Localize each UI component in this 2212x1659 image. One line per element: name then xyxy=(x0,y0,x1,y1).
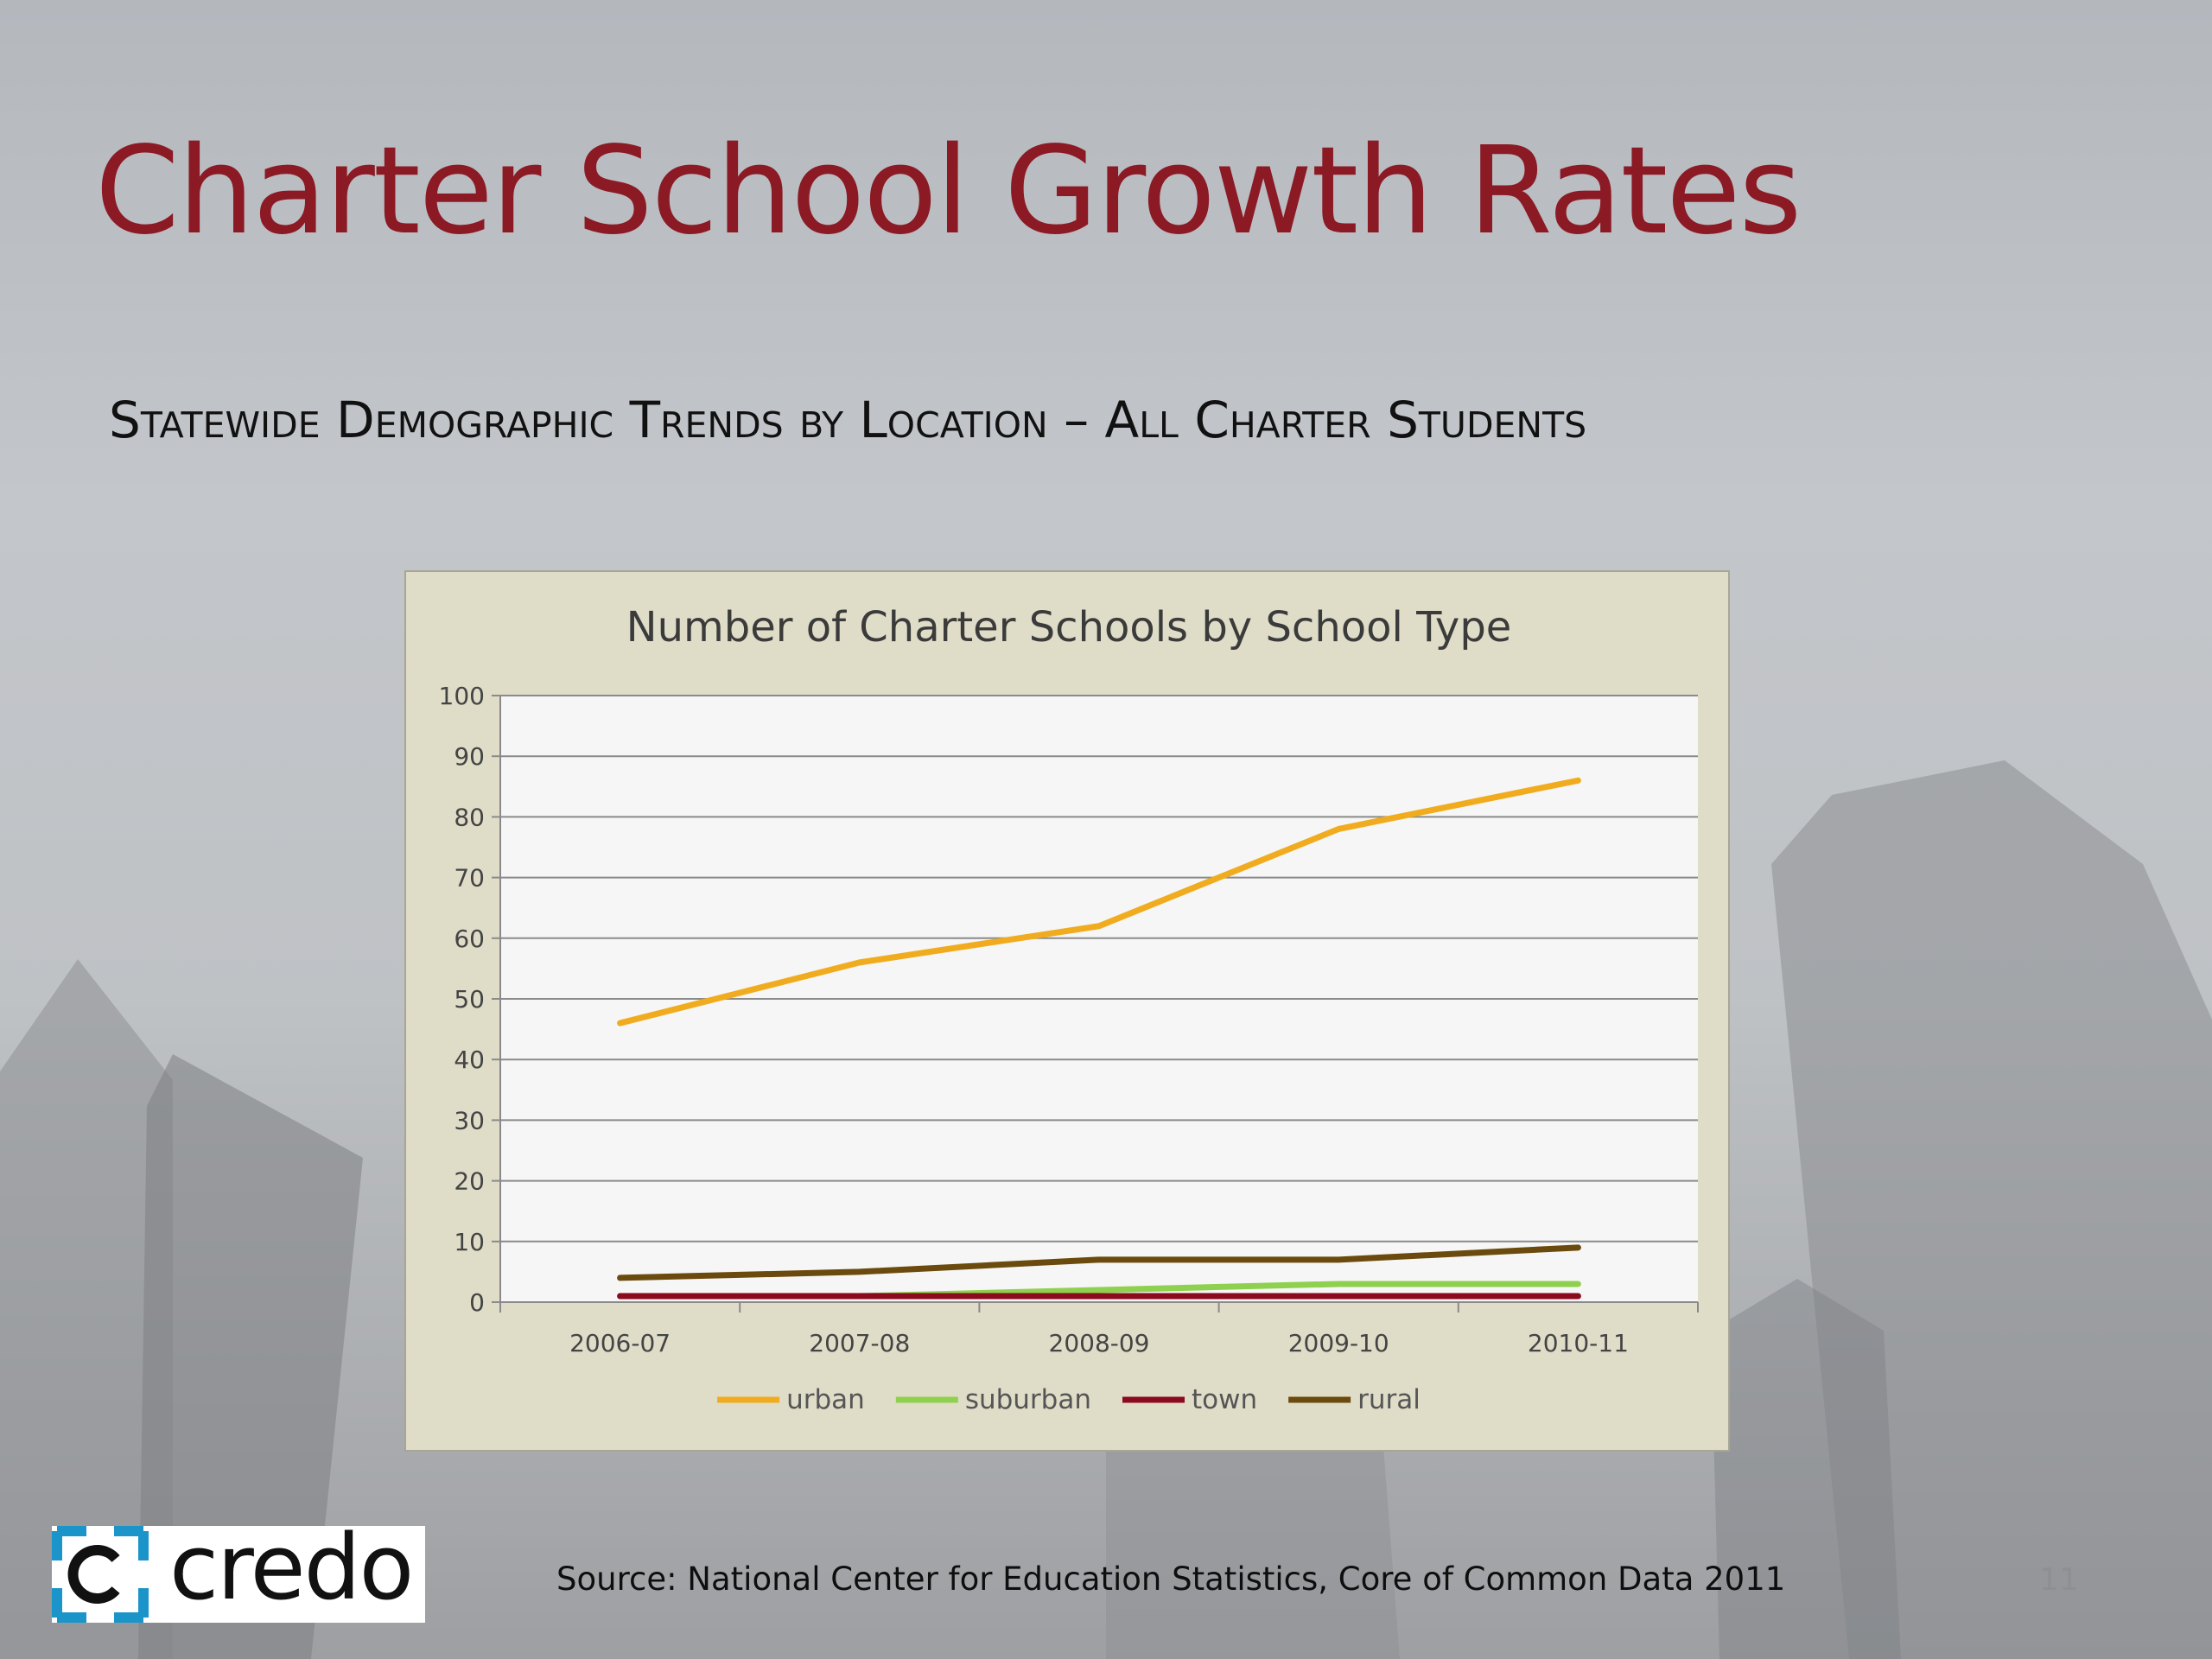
slide-subtitle: Statewide Demographic Trends by Location… xyxy=(109,391,1587,449)
y-tick-label: 30 xyxy=(454,1106,485,1135)
legend-label-urban: urban xyxy=(786,1384,865,1415)
x-tick-label: 2008-09 xyxy=(1049,1329,1150,1357)
credo-logo: credo xyxy=(52,1519,425,1623)
source-citation: Source: National Center for Education St… xyxy=(556,1560,1786,1598)
slide-title: Charter School Growth Rates xyxy=(95,121,1802,262)
y-tick-label: 0 xyxy=(469,1288,485,1317)
y-tick-label: 80 xyxy=(454,803,485,831)
legend-label-town: town xyxy=(1192,1384,1257,1415)
line-chart: Number of Charter Schools by School Type… xyxy=(439,603,1699,1415)
x-tick-label: 2010-11 xyxy=(1528,1329,1629,1357)
credo-logo-text: credo xyxy=(169,1515,414,1620)
y-tick-label: 70 xyxy=(454,864,485,893)
series-line-urban xyxy=(617,777,1581,1027)
y-tick-label: 50 xyxy=(454,985,485,1014)
x-tick-label: 2006-07 xyxy=(569,1329,671,1357)
legend-label-rural: rural xyxy=(1357,1384,1421,1415)
page-number: 11 xyxy=(2039,1562,2079,1598)
x-tick-label: 2009-10 xyxy=(1288,1329,1389,1357)
y-tick-label: 20 xyxy=(454,1167,485,1196)
y-tick-label: 100 xyxy=(439,682,485,710)
credo-logo-mark xyxy=(52,1526,149,1623)
series-line-rural xyxy=(617,1244,1581,1281)
y-tick-label: 10 xyxy=(454,1228,485,1256)
chart-title: Number of Charter Schools by School Type xyxy=(626,603,1512,652)
chart-container: Number of Charter Schools by School Type… xyxy=(404,570,1730,1452)
y-tick-label: 90 xyxy=(454,742,485,771)
legend-label-suburban: suburban xyxy=(965,1384,1091,1415)
y-tick-label: 60 xyxy=(454,925,485,953)
x-tick-label: 2007-08 xyxy=(809,1329,910,1357)
y-tick-label: 40 xyxy=(454,1046,485,1074)
